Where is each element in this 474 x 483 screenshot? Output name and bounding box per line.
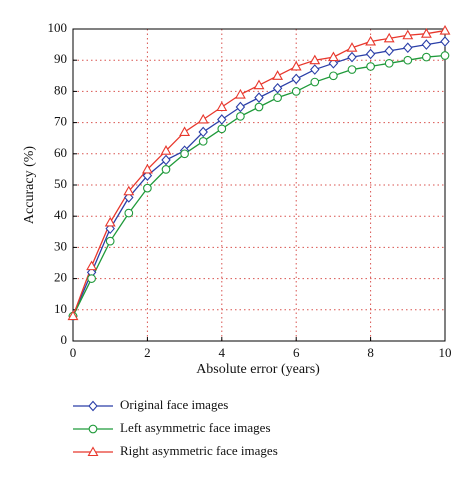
data-point bbox=[234, 88, 246, 99]
data-point bbox=[383, 32, 395, 43]
x-axis-title: Absolute error (years) bbox=[196, 362, 320, 377]
data-point bbox=[161, 154, 171, 166]
y-tick-label: 70 bbox=[54, 114, 67, 129]
data-point bbox=[329, 71, 338, 81]
y-tick-label: 0 bbox=[61, 332, 68, 347]
data-point bbox=[104, 216, 116, 227]
data-point bbox=[123, 185, 135, 196]
data-point bbox=[198, 136, 208, 146]
data-point bbox=[420, 28, 432, 38]
data-point bbox=[198, 126, 208, 138]
y-tick-label: 40 bbox=[54, 207, 67, 222]
y-tick-label: 60 bbox=[54, 145, 67, 160]
data-point bbox=[272, 82, 283, 94]
data-point bbox=[347, 65, 357, 74]
data-point bbox=[365, 35, 377, 46]
data-point bbox=[141, 163, 153, 174]
data-point bbox=[87, 274, 96, 283]
data-point bbox=[309, 54, 321, 65]
data-point bbox=[290, 60, 302, 71]
data-point bbox=[366, 62, 375, 71]
x-tick-label: 8 bbox=[367, 345, 374, 360]
data-point bbox=[310, 77, 320, 87]
x-tick-label: 10 bbox=[439, 345, 452, 360]
legend-label: Original face images bbox=[120, 397, 228, 412]
legend-marker bbox=[87, 446, 99, 457]
data-point bbox=[403, 42, 413, 54]
y-tick-label: 80 bbox=[54, 82, 67, 97]
plot-frame bbox=[72, 28, 446, 342]
data-point bbox=[402, 29, 414, 40]
data-point bbox=[327, 51, 339, 62]
data-point bbox=[217, 124, 227, 134]
data-point bbox=[67, 310, 79, 321]
y-tick-label: 20 bbox=[54, 270, 67, 285]
y-tick-label: 100 bbox=[48, 20, 68, 35]
data-point bbox=[179, 126, 191, 137]
data-point bbox=[422, 52, 431, 62]
data-point bbox=[254, 102, 264, 112]
data-point bbox=[180, 149, 189, 159]
data-point bbox=[347, 51, 357, 63]
legend-marker bbox=[88, 424, 98, 434]
x-tick-label: 6 bbox=[293, 345, 300, 360]
data-point bbox=[440, 51, 450, 60]
data-point bbox=[253, 79, 265, 90]
y-axis-title: Accuracy (%) bbox=[22, 146, 37, 224]
data-point bbox=[105, 236, 115, 246]
data-point bbox=[236, 112, 245, 121]
data-point bbox=[272, 70, 284, 80]
y-tick-label: 50 bbox=[54, 176, 67, 191]
data-point bbox=[217, 114, 227, 125]
y-tick-label: 10 bbox=[54, 301, 67, 316]
data-point bbox=[216, 101, 228, 112]
data-point bbox=[384, 58, 394, 68]
data-point bbox=[235, 101, 246, 113]
data-point bbox=[421, 39, 432, 50]
legend-label: Left asymmetric face images bbox=[120, 420, 271, 435]
data-point bbox=[440, 36, 450, 47]
data-point bbox=[254, 92, 264, 103]
data-point bbox=[197, 113, 209, 124]
data-point bbox=[439, 24, 451, 35]
legend-marker bbox=[88, 400, 98, 412]
data-point bbox=[346, 42, 358, 52]
legend-label: Right asymmetric face images bbox=[120, 443, 278, 458]
x-tick-label: 4 bbox=[219, 345, 226, 360]
data-point bbox=[384, 45, 394, 57]
data-point bbox=[161, 165, 171, 174]
x-tick-label: 2 bbox=[144, 345, 151, 360]
data-point bbox=[310, 64, 320, 75]
x-tick-label: 0 bbox=[70, 345, 77, 360]
data-point bbox=[403, 55, 413, 65]
data-point bbox=[160, 145, 172, 155]
data-point bbox=[124, 208, 134, 218]
data-point bbox=[273, 93, 282, 102]
data-point bbox=[365, 48, 376, 60]
data-point bbox=[143, 183, 152, 193]
y-tick-label: 30 bbox=[54, 238, 67, 253]
y-tick-label: 90 bbox=[54, 51, 67, 66]
data-point bbox=[86, 260, 98, 271]
data-point bbox=[291, 73, 301, 85]
data-point bbox=[291, 87, 301, 96]
